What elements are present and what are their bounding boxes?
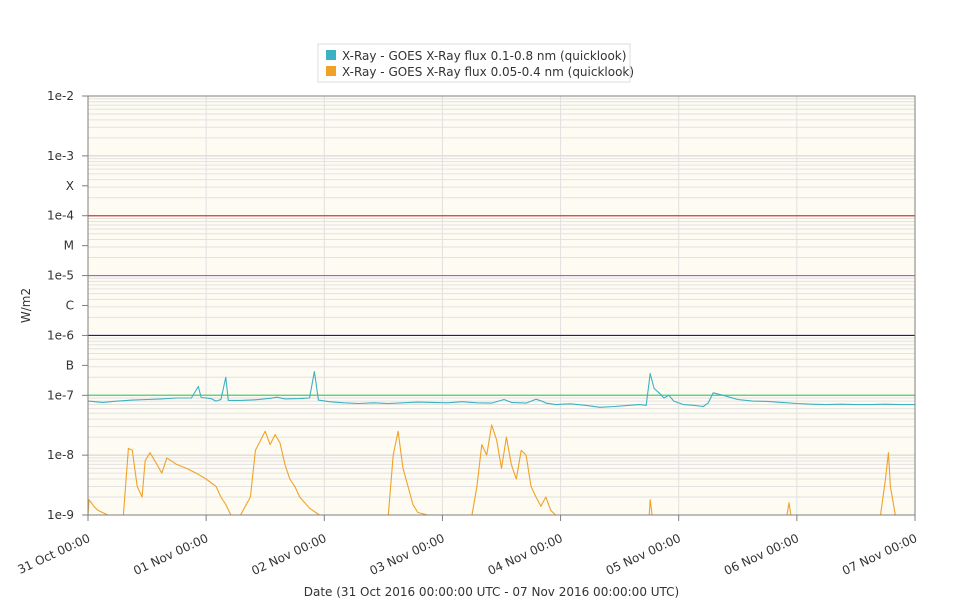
y-tick-label: 1e-4 xyxy=(47,209,74,223)
legend[interactable]: X-Ray - GOES X-Ray flux 0.1-0.8 nm (quic… xyxy=(317,43,634,83)
y-tick-label: B xyxy=(66,358,74,372)
x-tick-label: 01 Nov 00:00 xyxy=(131,531,210,578)
flare-class-threshold-lines xyxy=(88,215,915,396)
y-tick-label: 1e-5 xyxy=(47,269,74,283)
y-axis-title: W/m2 xyxy=(19,288,33,323)
x-tick-label: 03 Nov 00:00 xyxy=(367,531,446,578)
plot-area xyxy=(88,96,915,515)
y-tick-label: C xyxy=(66,299,74,313)
y-tick-label: 1e-3 xyxy=(47,149,74,163)
y-tick-label: M xyxy=(64,239,74,253)
x-tick-label: 06 Nov 00:00 xyxy=(722,531,801,578)
legend-item-label[interactable]: X-Ray - GOES X-Ray flux 0.1-0.8 nm (quic… xyxy=(342,49,626,63)
x-tick-label: 02 Nov 00:00 xyxy=(249,531,328,578)
x-tick-label: 05 Nov 00:00 xyxy=(604,531,683,578)
x-tick-label: 31 Oct 00:00 xyxy=(15,531,92,577)
minor-gridlines xyxy=(88,98,915,498)
y-tick-label: 1e-9 xyxy=(47,508,74,522)
x-axis-ticks: 31 Oct 00:00 01 Nov 00:00 02 Nov 00:00 03 N… xyxy=(15,515,919,578)
y-tick-label: 1e-7 xyxy=(47,388,74,402)
x-axis-title: Date (31 Oct 2016 00:00:00 UTC - 07 Nov … xyxy=(304,585,680,599)
series-line-1[interactable] xyxy=(87,370,915,408)
y-tick-label: 1e-8 xyxy=(47,448,74,462)
x-tick-label: 04 Nov 00:00 xyxy=(486,531,565,578)
y-axis-ticks: 1e-2 1e-3 X 1e-4 M 1e-5 C 1e-6 B 1e-7 1e-8 1e-9 xyxy=(47,89,88,522)
legend-item-label[interactable]: X-Ray - GOES X-Ray flux 0.05-0.4 nm (qui… xyxy=(342,65,634,79)
x-tick-label: 07 Nov 00:00 xyxy=(840,531,919,578)
y-tick-label: 1e-6 xyxy=(47,328,74,342)
legend-box xyxy=(317,43,631,83)
y-tick-label: 1e-2 xyxy=(47,89,74,103)
legend-swatch xyxy=(326,66,336,76)
legend-swatch xyxy=(326,50,336,60)
y-tick-label: X xyxy=(66,179,74,193)
